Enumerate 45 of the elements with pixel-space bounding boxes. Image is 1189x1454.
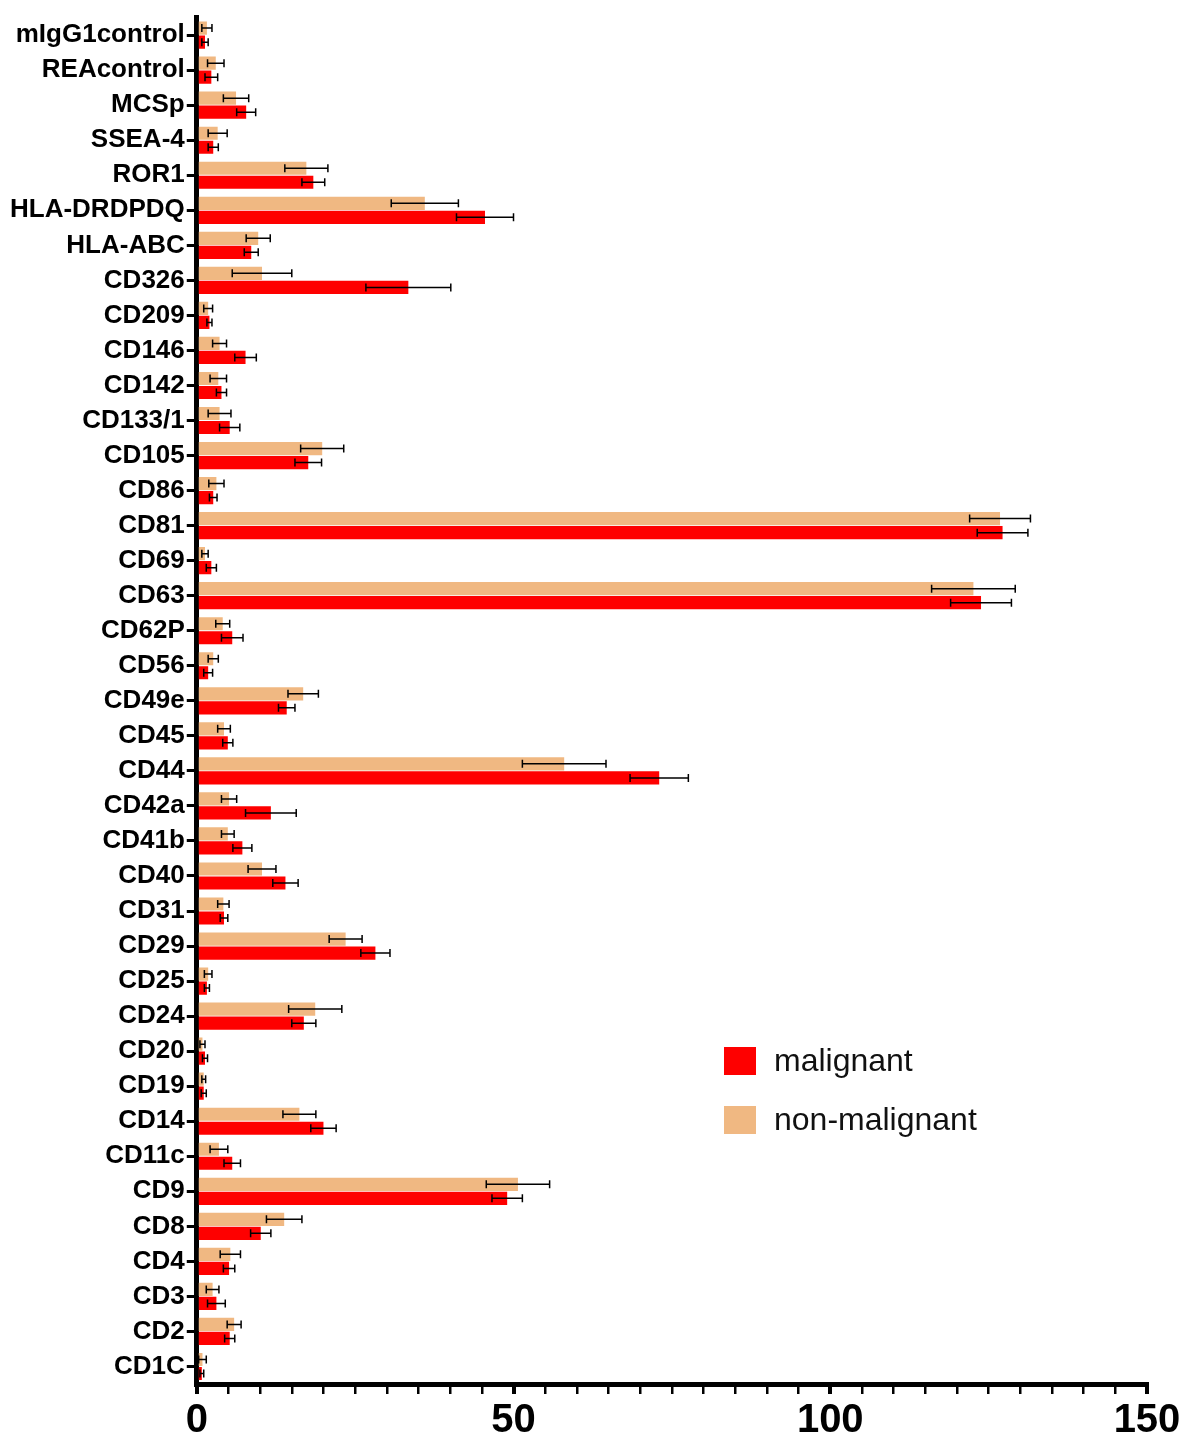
y-tick-label: CD69 xyxy=(118,543,185,574)
x-tick-label: 0 xyxy=(185,1396,208,1441)
y-tick-label: CD29 xyxy=(118,929,185,960)
y-tick-label: CD133/1 xyxy=(82,403,185,434)
y-tick-label: ROR1 xyxy=(112,158,185,189)
y-tick-label: CD44 xyxy=(118,754,186,785)
legend-label: malignant xyxy=(774,1042,913,1080)
y-tick-label: CD45 xyxy=(118,719,185,750)
y-tick-label: CD56 xyxy=(118,648,185,679)
y-tick-label: CD86 xyxy=(118,473,185,504)
y-tick-label: CD49e xyxy=(103,683,185,714)
legend-label: non-malignant xyxy=(774,1101,977,1139)
y-tick-label: CD31 xyxy=(118,894,185,925)
y-tick-label: SSEA-4 xyxy=(90,123,186,154)
y-tick-label: CD14 xyxy=(118,1104,186,1135)
y-tick-label: CD62P xyxy=(100,613,185,644)
x-tick-label: 50 xyxy=(491,1396,536,1441)
y-tick-label: CD63 xyxy=(118,578,185,609)
y-tick-label: CD42a xyxy=(103,789,186,820)
y-tick-label: CD41b xyxy=(102,824,185,855)
y-tick-label: CD142 xyxy=(103,368,185,399)
y-tick-label: CD11c xyxy=(105,1139,185,1170)
y-tick-label: CD146 xyxy=(103,333,185,364)
y-tick-label: HLA-DRDPDQ xyxy=(10,193,185,224)
y-tick-label: CD9 xyxy=(132,1174,185,1205)
y-tick-label: HLA-ABC xyxy=(66,228,185,259)
y-tick-label: CD20 xyxy=(118,1034,185,1065)
y-tick-label: CD40 xyxy=(118,859,185,890)
y-tick-label: CD105 xyxy=(103,438,185,469)
y-tick-label: CD19 xyxy=(118,1069,185,1100)
y-tick-label: CD81 xyxy=(118,508,185,539)
y-tick-label: CD25 xyxy=(118,964,185,995)
x-tick-label: 100 xyxy=(796,1396,864,1441)
y-tick-label: MCSp xyxy=(111,88,185,119)
x-tick-label: 150 xyxy=(1113,1396,1181,1441)
y-tick-label: CD24 xyxy=(118,999,186,1030)
y-tick-label: REAcontrol xyxy=(41,53,185,84)
y-tick-label: CD4 xyxy=(132,1244,186,1275)
y-tick-label: CD209 xyxy=(103,298,185,329)
y-tick-label: mIgG1control xyxy=(15,18,185,49)
y-tick-label: CD2 xyxy=(132,1314,185,1345)
y-tick-label: CD1C xyxy=(113,1349,185,1380)
y-tick-label: CD3 xyxy=(132,1279,185,1310)
y-tick-label: CD8 xyxy=(132,1209,185,1240)
y-tick-label: CD326 xyxy=(103,263,185,294)
